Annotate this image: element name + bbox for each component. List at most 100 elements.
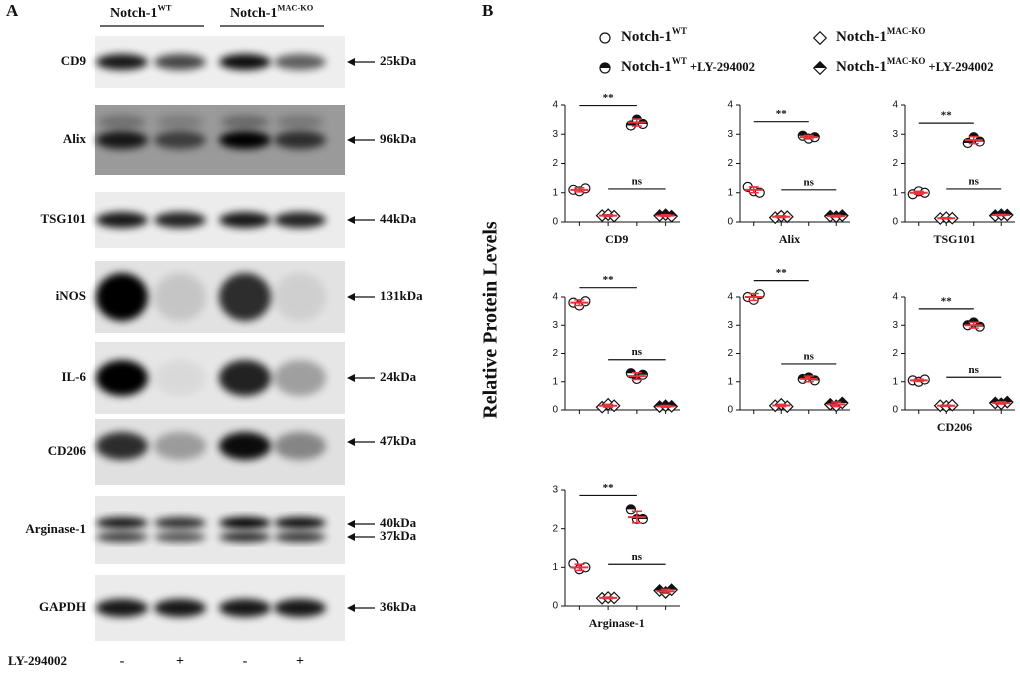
data-point — [809, 375, 820, 386]
error-bar — [574, 563, 585, 572]
band — [154, 212, 206, 228]
error-bar — [968, 321, 979, 329]
x-axis-title: Arginase-1 — [589, 616, 645, 630]
superscript: MAC-KO — [277, 3, 313, 12]
band — [219, 131, 271, 149]
band — [96, 432, 148, 460]
y-tick-label: 1 — [552, 376, 558, 387]
band — [154, 273, 206, 321]
data-point — [580, 296, 591, 307]
error-bar — [748, 292, 759, 302]
y-tick-label: 2 — [552, 523, 558, 534]
marker-fill — [666, 584, 678, 590]
text-part: Notch-1 — [110, 6, 157, 21]
error-bar — [660, 404, 671, 408]
data-point — [974, 136, 985, 147]
band — [274, 432, 326, 460]
y-tick-label: 3 — [552, 129, 558, 140]
data-point — [812, 30, 828, 46]
y-tick-label: 0 — [892, 405, 898, 416]
significance-label: ** — [776, 267, 788, 279]
size-label: 40kDa — [380, 515, 417, 530]
y-tick-label: 2 — [552, 348, 558, 359]
data-point — [974, 321, 985, 332]
y-axis-title: Relative Protein Levels — [480, 221, 502, 419]
marker-outline — [812, 30, 828, 46]
band — [274, 212, 326, 228]
marker-fill — [836, 209, 848, 216]
band — [154, 517, 206, 529]
band — [219, 517, 271, 529]
band — [96, 212, 148, 228]
text-part: Notch-1 — [230, 6, 277, 21]
y-tick-label: 1 — [727, 376, 733, 387]
arrow-head — [347, 216, 355, 224]
size-label: 24kDa — [380, 369, 417, 384]
y-tick-label: 0 — [727, 217, 733, 228]
treatment-sign: + — [176, 654, 184, 669]
x-axis-title: CD206 — [937, 420, 972, 434]
marker-fill — [638, 370, 648, 375]
band — [96, 54, 148, 70]
error-bar — [631, 118, 642, 127]
marker-fill — [798, 131, 808, 136]
superscript: WT — [157, 3, 171, 12]
row-label: CD206 — [48, 443, 87, 458]
panel-label: B — [482, 1, 493, 20]
band — [219, 532, 271, 542]
size-label: 44kDa — [380, 211, 417, 226]
y-tick-label: 4 — [727, 100, 733, 111]
arrow-head — [347, 374, 355, 382]
arrow-head — [347, 604, 355, 612]
text-part: +LY-294002 — [690, 60, 755, 74]
error-bar — [631, 510, 642, 524]
band — [274, 54, 326, 70]
band — [274, 517, 326, 529]
significance-label: ** — [941, 295, 953, 307]
treatment-sign: - — [243, 654, 248, 669]
band — [96, 599, 148, 617]
data-point — [599, 32, 611, 44]
error-bar — [603, 596, 614, 600]
superscript: MAC-KO — [887, 56, 926, 66]
text-part: +LY-294002 — [928, 60, 993, 74]
y-tick-label: 4 — [727, 292, 733, 303]
y-tick-label: 0 — [552, 601, 558, 612]
y-tick-label: 4 — [892, 292, 898, 303]
band — [219, 212, 271, 228]
band — [274, 273, 326, 321]
size-label: 36kDa — [380, 599, 417, 614]
marker-fill — [813, 61, 827, 68]
error-bar — [996, 401, 1007, 405]
group-label: Notch-1MAC-KO — [230, 3, 314, 21]
significance-label: ns — [632, 551, 643, 563]
band — [219, 360, 271, 396]
error-bar — [913, 378, 924, 383]
significance-label: ns — [632, 346, 643, 358]
band — [154, 432, 206, 460]
treatment-label: LY-294002 — [8, 653, 67, 668]
error-bar — [776, 215, 787, 219]
y-tick-label: 3 — [727, 320, 733, 331]
y-tick-label: 3 — [892, 320, 898, 331]
row-label: iNOS — [56, 288, 86, 303]
data-point — [599, 62, 611, 74]
y-tick-label: 3 — [727, 129, 733, 140]
y-tick-label: 2 — [552, 158, 558, 169]
error-bar — [660, 213, 671, 218]
significance-label: ns — [632, 175, 643, 187]
data-point — [637, 118, 648, 130]
legend-label: Notch-1MAC-KO — [836, 26, 925, 45]
error-bar — [968, 135, 979, 145]
band — [156, 115, 204, 129]
band — [98, 115, 146, 129]
band — [276, 115, 324, 129]
error-bar — [574, 187, 585, 193]
legend-label: Notch-1WT +LY-294002 — [621, 56, 755, 75]
row-label: IL-6 — [61, 369, 86, 384]
arrow-head — [347, 58, 355, 66]
legend-label: Notch-1MAC-KO +LY-294002 — [836, 56, 993, 75]
error-bar — [803, 134, 814, 140]
band — [96, 273, 148, 321]
